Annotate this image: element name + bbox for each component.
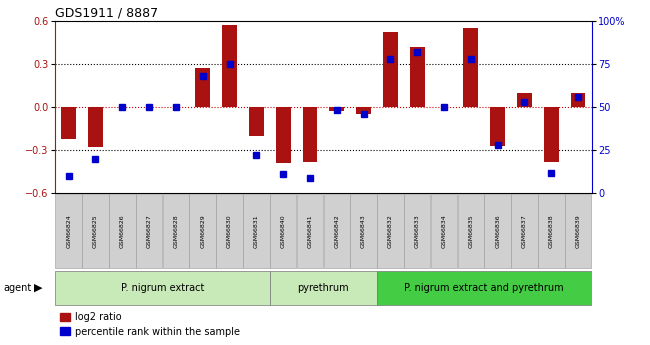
FancyBboxPatch shape — [484, 194, 511, 268]
FancyBboxPatch shape — [55, 271, 270, 305]
Text: GSM66834: GSM66834 — [441, 214, 447, 248]
Text: P. nigrum extract: P. nigrum extract — [121, 283, 204, 293]
FancyBboxPatch shape — [162, 194, 189, 268]
Bar — [276, 107, 291, 163]
Text: GSM66841: GSM66841 — [307, 214, 313, 248]
Text: GSM66831: GSM66831 — [254, 214, 259, 248]
Text: GSM66840: GSM66840 — [281, 214, 285, 248]
FancyBboxPatch shape — [82, 194, 109, 268]
Text: ▶: ▶ — [34, 283, 42, 293]
FancyBboxPatch shape — [431, 194, 458, 268]
Text: GSM66828: GSM66828 — [174, 214, 178, 248]
FancyBboxPatch shape — [189, 194, 216, 268]
FancyBboxPatch shape — [243, 194, 270, 268]
Bar — [330, 107, 344, 111]
Bar — [88, 107, 103, 147]
Bar — [463, 28, 478, 107]
Bar — [303, 107, 317, 161]
Bar — [383, 32, 398, 107]
FancyBboxPatch shape — [404, 194, 430, 268]
Text: GSM66826: GSM66826 — [120, 214, 125, 248]
Text: GSM66837: GSM66837 — [522, 214, 527, 248]
Bar — [517, 92, 532, 107]
FancyBboxPatch shape — [324, 194, 350, 268]
FancyBboxPatch shape — [565, 194, 592, 268]
Text: GSM66836: GSM66836 — [495, 214, 500, 248]
Text: GSM66842: GSM66842 — [334, 214, 339, 248]
Text: GSM66825: GSM66825 — [93, 214, 98, 248]
FancyBboxPatch shape — [216, 194, 243, 268]
Text: GSM66824: GSM66824 — [66, 214, 71, 248]
Bar — [544, 107, 558, 161]
Legend: log2 ratio, percentile rank within the sample: log2 ratio, percentile rank within the s… — [56, 308, 244, 341]
FancyBboxPatch shape — [458, 194, 484, 268]
Text: GSM66827: GSM66827 — [147, 214, 151, 248]
FancyBboxPatch shape — [538, 194, 565, 268]
Text: agent: agent — [3, 283, 31, 293]
FancyBboxPatch shape — [270, 194, 296, 268]
Bar — [490, 107, 505, 146]
Text: GSM66843: GSM66843 — [361, 214, 366, 248]
Text: GSM66838: GSM66838 — [549, 214, 554, 248]
Bar — [410, 47, 424, 107]
Bar — [61, 107, 76, 139]
Text: GDS1911 / 8887: GDS1911 / 8887 — [55, 7, 159, 20]
FancyBboxPatch shape — [55, 194, 82, 268]
Bar — [571, 92, 586, 107]
FancyBboxPatch shape — [109, 194, 136, 268]
Text: GSM66832: GSM66832 — [388, 214, 393, 248]
Bar — [356, 107, 371, 114]
FancyBboxPatch shape — [377, 271, 592, 305]
FancyBboxPatch shape — [296, 194, 323, 268]
Bar — [222, 25, 237, 107]
FancyBboxPatch shape — [377, 194, 404, 268]
Text: GSM66835: GSM66835 — [469, 214, 473, 248]
Text: GSM66839: GSM66839 — [576, 214, 580, 248]
Text: GSM66830: GSM66830 — [227, 214, 232, 248]
Text: pyrethrum: pyrethrum — [298, 283, 349, 293]
FancyBboxPatch shape — [136, 194, 162, 268]
Text: GSM66829: GSM66829 — [200, 214, 205, 248]
Text: P. nigrum extract and pyrethrum: P. nigrum extract and pyrethrum — [404, 283, 564, 293]
FancyBboxPatch shape — [350, 194, 377, 268]
FancyBboxPatch shape — [511, 194, 538, 268]
Bar — [196, 68, 210, 107]
Bar — [249, 107, 264, 136]
Text: GSM66833: GSM66833 — [415, 214, 420, 248]
FancyBboxPatch shape — [270, 271, 377, 305]
